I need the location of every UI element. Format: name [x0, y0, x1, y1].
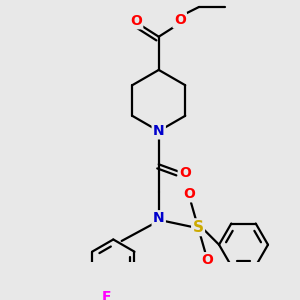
Text: O: O — [183, 187, 195, 201]
Text: O: O — [201, 254, 213, 268]
Text: N: N — [153, 212, 165, 226]
Text: O: O — [179, 166, 191, 180]
Text: S: S — [193, 220, 204, 235]
Text: F: F — [102, 290, 111, 300]
Text: N: N — [153, 124, 165, 138]
Text: O: O — [174, 13, 186, 27]
Text: O: O — [130, 14, 142, 28]
